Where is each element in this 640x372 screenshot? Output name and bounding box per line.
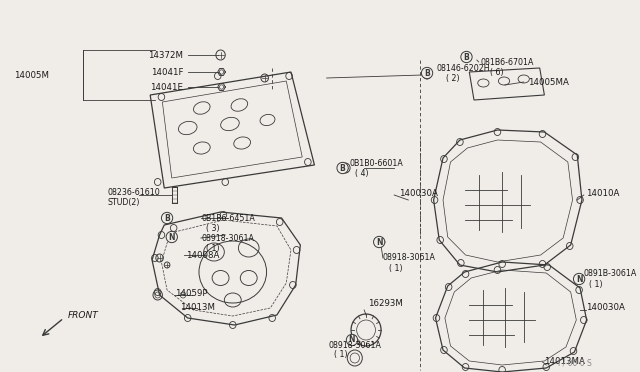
Text: 14059P: 14059P: [175, 289, 207, 298]
Text: B: B: [340, 164, 346, 173]
Text: N: N: [349, 336, 355, 344]
Text: I / 00 0 S: I / 00 0 S: [557, 359, 591, 368]
Text: 14013M: 14013M: [180, 302, 215, 311]
Text: 08918-3061A: 08918-3061A: [328, 340, 381, 350]
Text: B: B: [463, 52, 469, 61]
Text: STUD(2): STUD(2): [108, 198, 140, 206]
Text: ( 4): ( 4): [355, 169, 368, 177]
Text: 08918-3061A: 08918-3061A: [383, 253, 436, 263]
Text: ( 1): ( 1): [388, 263, 402, 273]
Text: ( 1): ( 1): [334, 350, 348, 359]
Text: 081B6-6701A: 081B6-6701A: [481, 58, 534, 67]
Text: 08146-6202H: 08146-6202H: [436, 64, 490, 73]
Text: 14005M: 14005M: [14, 71, 49, 80]
Text: 08918-3061A: 08918-3061A: [202, 234, 255, 243]
Text: ( 6): ( 6): [490, 67, 504, 77]
Text: 0891B-3061A: 0891B-3061A: [584, 269, 637, 279]
Text: ( 2): ( 2): [446, 74, 460, 83]
Text: ( 3): ( 3): [207, 224, 220, 232]
Text: B: B: [424, 68, 430, 77]
Text: 140030A: 140030A: [399, 189, 438, 198]
Text: N: N: [576, 275, 582, 283]
Text: N: N: [168, 232, 175, 241]
Text: 140030A: 140030A: [586, 302, 625, 311]
Text: N: N: [376, 237, 383, 247]
Text: 16293M: 16293M: [368, 298, 403, 308]
Text: 14372M: 14372M: [148, 51, 183, 60]
Text: 0B1B0-6601A: 0B1B0-6601A: [349, 158, 403, 167]
Text: ( 1): ( 1): [207, 244, 220, 253]
Text: 14041E: 14041E: [150, 83, 183, 92]
Text: 14041F: 14041F: [150, 67, 183, 77]
Text: B: B: [164, 214, 170, 222]
Text: 14010A: 14010A: [586, 189, 619, 198]
Text: 0B1B6-6451A: 0B1B6-6451A: [202, 214, 255, 222]
Text: 08236-61610: 08236-61610: [108, 187, 161, 196]
Text: ( 1): ( 1): [589, 279, 603, 289]
Text: 14013MA: 14013MA: [545, 357, 585, 366]
Text: 14005MA: 14005MA: [529, 77, 570, 87]
Text: FRONT: FRONT: [68, 311, 99, 320]
Text: 14008A: 14008A: [186, 250, 220, 260]
